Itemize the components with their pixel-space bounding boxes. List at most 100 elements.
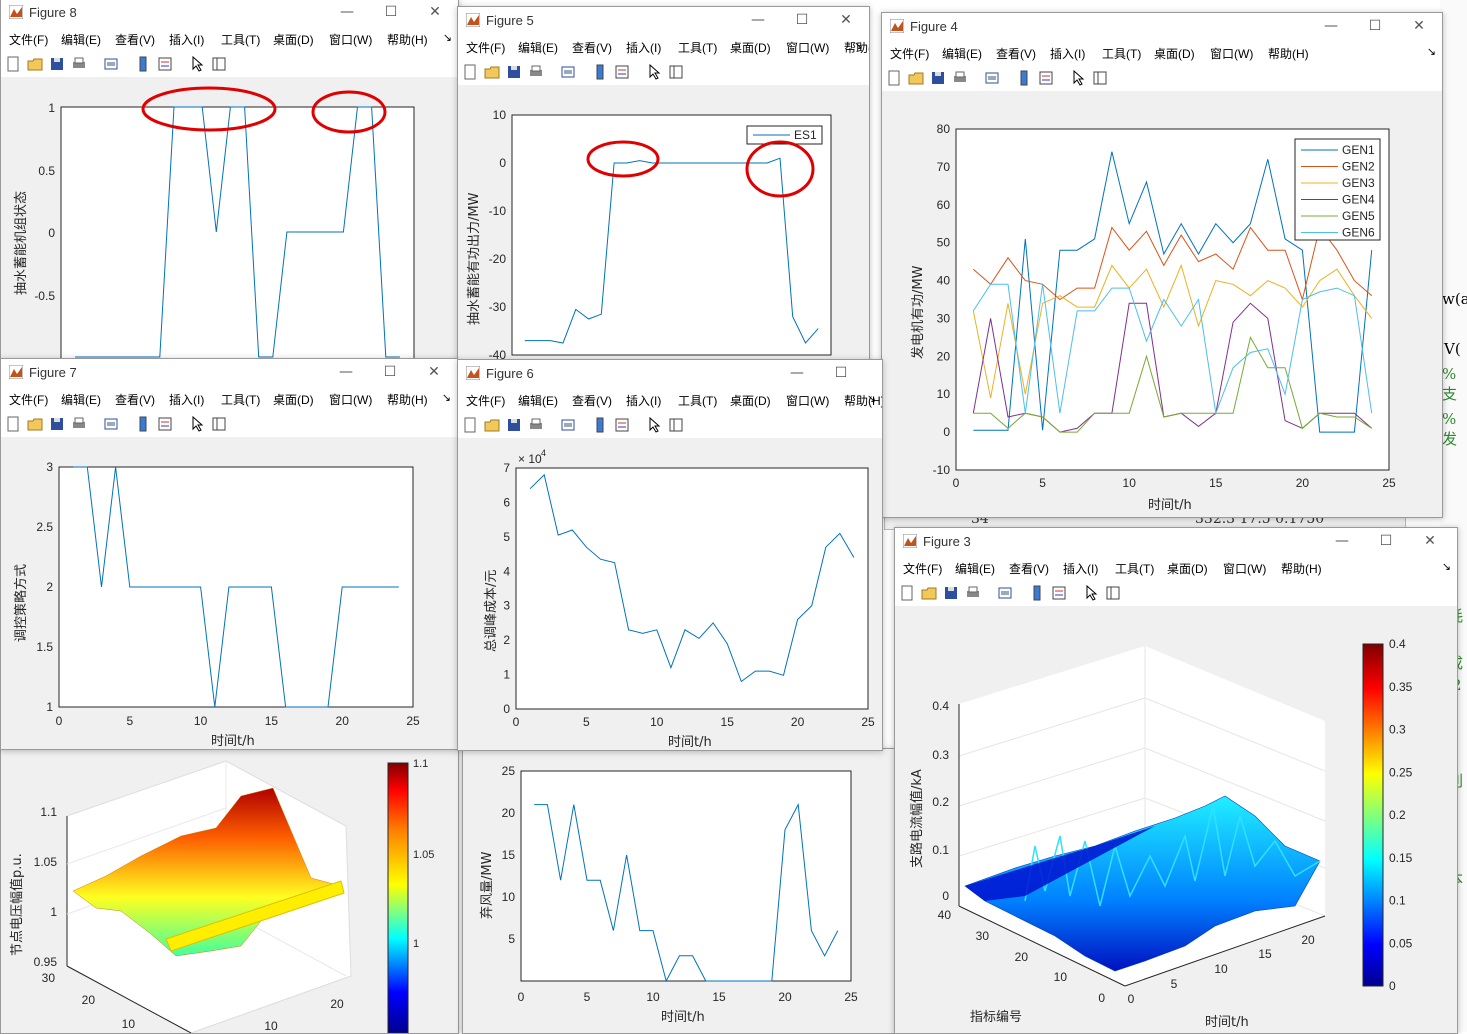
save-icon[interactable] [49, 416, 65, 432]
open-folder-icon[interactable] [484, 417, 500, 433]
menu-item[interactable]: 插入(I) [1050, 47, 1086, 61]
menu-item[interactable]: 查看(V) [1009, 562, 1049, 576]
legend-icon[interactable] [157, 416, 173, 432]
link-figure-icon[interactable] [560, 417, 576, 433]
menu-item[interactable]: 插入(I) [1063, 562, 1099, 576]
menu-item[interactable]: 插入(I) [626, 394, 662, 408]
menu-overflow-icon[interactable]: ↘ [1441, 560, 1451, 573]
colorbar-icon[interactable] [1016, 70, 1032, 86]
open-folder-icon[interactable] [921, 585, 937, 601]
save-icon[interactable] [506, 64, 522, 80]
figure-8-window[interactable]: Figure 8 — ☐ ✕ 文件(F) 编辑(E) 查看(V) 插入(I) 工具(T)… [0, 0, 459, 362]
print-icon[interactable] [965, 585, 981, 601]
save-icon[interactable] [943, 585, 959, 601]
new-file-icon[interactable] [886, 70, 902, 86]
link-figure-icon[interactable] [560, 64, 576, 80]
menu-item[interactable]: 查看(V) [572, 394, 612, 408]
title-bar[interactable]: Figure 6 — ☐ [458, 360, 882, 388]
menu-item[interactable]: 桌面(D) [273, 33, 314, 47]
minimize-icon[interactable]: — [1324, 18, 1338, 34]
close-icon[interactable]: ✕ [840, 12, 852, 28]
menu-item[interactable]: 桌面(D) [730, 41, 771, 55]
menu-item[interactable]: 窗口(W) [786, 41, 830, 55]
print-icon[interactable] [952, 70, 968, 86]
menu-item[interactable]: 查看(V) [996, 47, 1036, 61]
new-file-icon[interactable] [899, 585, 915, 601]
legend-icon[interactable] [1051, 585, 1067, 601]
property-editor-icon[interactable] [668, 64, 684, 80]
menu-item[interactable]: 工具(T) [678, 394, 718, 408]
print-icon[interactable] [528, 417, 544, 433]
maximize-icon[interactable]: ☐ [383, 364, 397, 380]
link-figure-icon[interactable] [997, 585, 1013, 601]
minimize-icon[interactable]: — [790, 365, 804, 381]
figure-7-axes[interactable]: 调控策略方式 时间t/h 3 2.5 2 1.5 1 0 5 10 15 20 25 [1, 437, 457, 749]
figure-4-window[interactable]: Figure 4 — ☐ ✕ 文件(F) 编辑(E) 查看(V) 插入(I) 工具(T)… [881, 12, 1443, 518]
minimize-icon[interactable]: — [751, 12, 765, 28]
menu-item[interactable]: 文件(F) [9, 393, 49, 407]
print-icon[interactable] [71, 56, 87, 72]
open-folder-icon[interactable] [484, 64, 500, 80]
menu-item[interactable]: 帮助(H) [1268, 47, 1309, 61]
pointer-icon[interactable] [1083, 585, 1099, 601]
legend-icon[interactable] [1038, 70, 1054, 86]
menu-item[interactable]: 窗口(W) [1223, 562, 1267, 576]
pointer-icon[interactable] [189, 56, 205, 72]
close-icon[interactable]: ✕ [1424, 533, 1436, 549]
colorbar-icon[interactable] [592, 64, 608, 80]
wind-curtailment-axes[interactable]: 弃风量/MW 时间t/h 25 20 15 10 5 0 5 10 15 20 25 [463, 749, 895, 1033]
menu-item[interactable]: 帮助(H) [1281, 562, 1322, 576]
menu-item[interactable]: 编辑(E) [61, 33, 101, 47]
menu-item[interactable]: 插入(I) [626, 41, 662, 55]
maximize-icon[interactable]: ☐ [1379, 533, 1393, 549]
colorbar-icon[interactable] [592, 417, 608, 433]
close-icon[interactable]: ✕ [429, 4, 441, 20]
figure-6-window[interactable]: Figure 6 — ☐ 文件(F) 编辑(E) 查看(V) 插入(I) 工具(T) 桌面… [457, 359, 883, 751]
save-icon[interactable] [49, 56, 65, 72]
voltage-3d-window[interactable]: 节点电压幅值p.u. 1.1 1.05 1 0.95 30 20 10 20 1… [0, 745, 459, 1034]
pointer-icon[interactable] [646, 417, 662, 433]
print-icon[interactable] [528, 64, 544, 80]
menu-item[interactable]: 桌面(D) [1167, 562, 1208, 576]
maximize-icon[interactable]: ☐ [795, 12, 809, 28]
menu-item[interactable]: 插入(I) [169, 33, 205, 47]
menu-overflow-icon[interactable]: ↘ [866, 392, 876, 405]
menu-overflow-icon[interactable]: ↘ [441, 391, 451, 404]
title-bar[interactable]: Figure 4 — ☐ ✕ [882, 13, 1442, 41]
pointer-icon[interactable] [189, 416, 205, 432]
menu-item[interactable]: 编辑(E) [61, 393, 101, 407]
menu-overflow-icon[interactable]: ↘ [853, 39, 863, 52]
save-icon[interactable] [930, 70, 946, 86]
open-folder-icon[interactable] [908, 70, 924, 86]
menu-item[interactable]: 帮助(H) [844, 41, 869, 55]
print-icon[interactable] [71, 416, 87, 432]
menu-item[interactable]: 工具(T) [678, 41, 718, 55]
property-editor-icon[interactable] [211, 416, 227, 432]
maximize-icon[interactable]: ☐ [1368, 18, 1382, 34]
menu-item[interactable]: 窗口(W) [1210, 47, 1254, 61]
colorbar-icon[interactable] [135, 56, 151, 72]
menu-item[interactable]: 编辑(E) [942, 47, 982, 61]
menu-item[interactable]: 窗口(W) [329, 393, 373, 407]
menu-overflow-icon[interactable]: ↘ [1426, 45, 1436, 58]
menu-item[interactable]: 工具(T) [221, 393, 261, 407]
pointer-icon[interactable] [646, 64, 662, 80]
colorbar-icon[interactable] [1029, 585, 1045, 601]
new-file-icon[interactable] [5, 56, 21, 72]
menu-item[interactable]: 工具(T) [1102, 47, 1142, 61]
link-figure-icon[interactable] [103, 416, 119, 432]
menu-item[interactable]: 工具(T) [1115, 562, 1155, 576]
title-bar[interactable]: Figure 8 — ☐ ✕ [1, 0, 458, 27]
menu-item[interactable]: 文件(F) [903, 562, 943, 576]
maximize-icon[interactable]: ☐ [834, 365, 848, 381]
figure-5-axes[interactable]: ES1 抽水蓄能有功出力/MW 10 0 -10 -20 -30 -40 [458, 85, 869, 361]
menu-item[interactable]: 编辑(E) [955, 562, 995, 576]
figure-3-window[interactable]: Figure 3 — ☐ ✕ 文件(F) 编辑(E) 查看(V) 插入(I) 工具(T)… [894, 527, 1458, 1034]
menu-item[interactable]: 文件(F) [466, 41, 506, 55]
close-icon[interactable]: ✕ [1413, 18, 1425, 34]
maximize-icon[interactable]: ☐ [384, 4, 398, 20]
pointer-icon[interactable] [1070, 70, 1086, 86]
menu-item[interactable]: 查看(V) [115, 33, 155, 47]
new-file-icon[interactable] [462, 64, 478, 80]
